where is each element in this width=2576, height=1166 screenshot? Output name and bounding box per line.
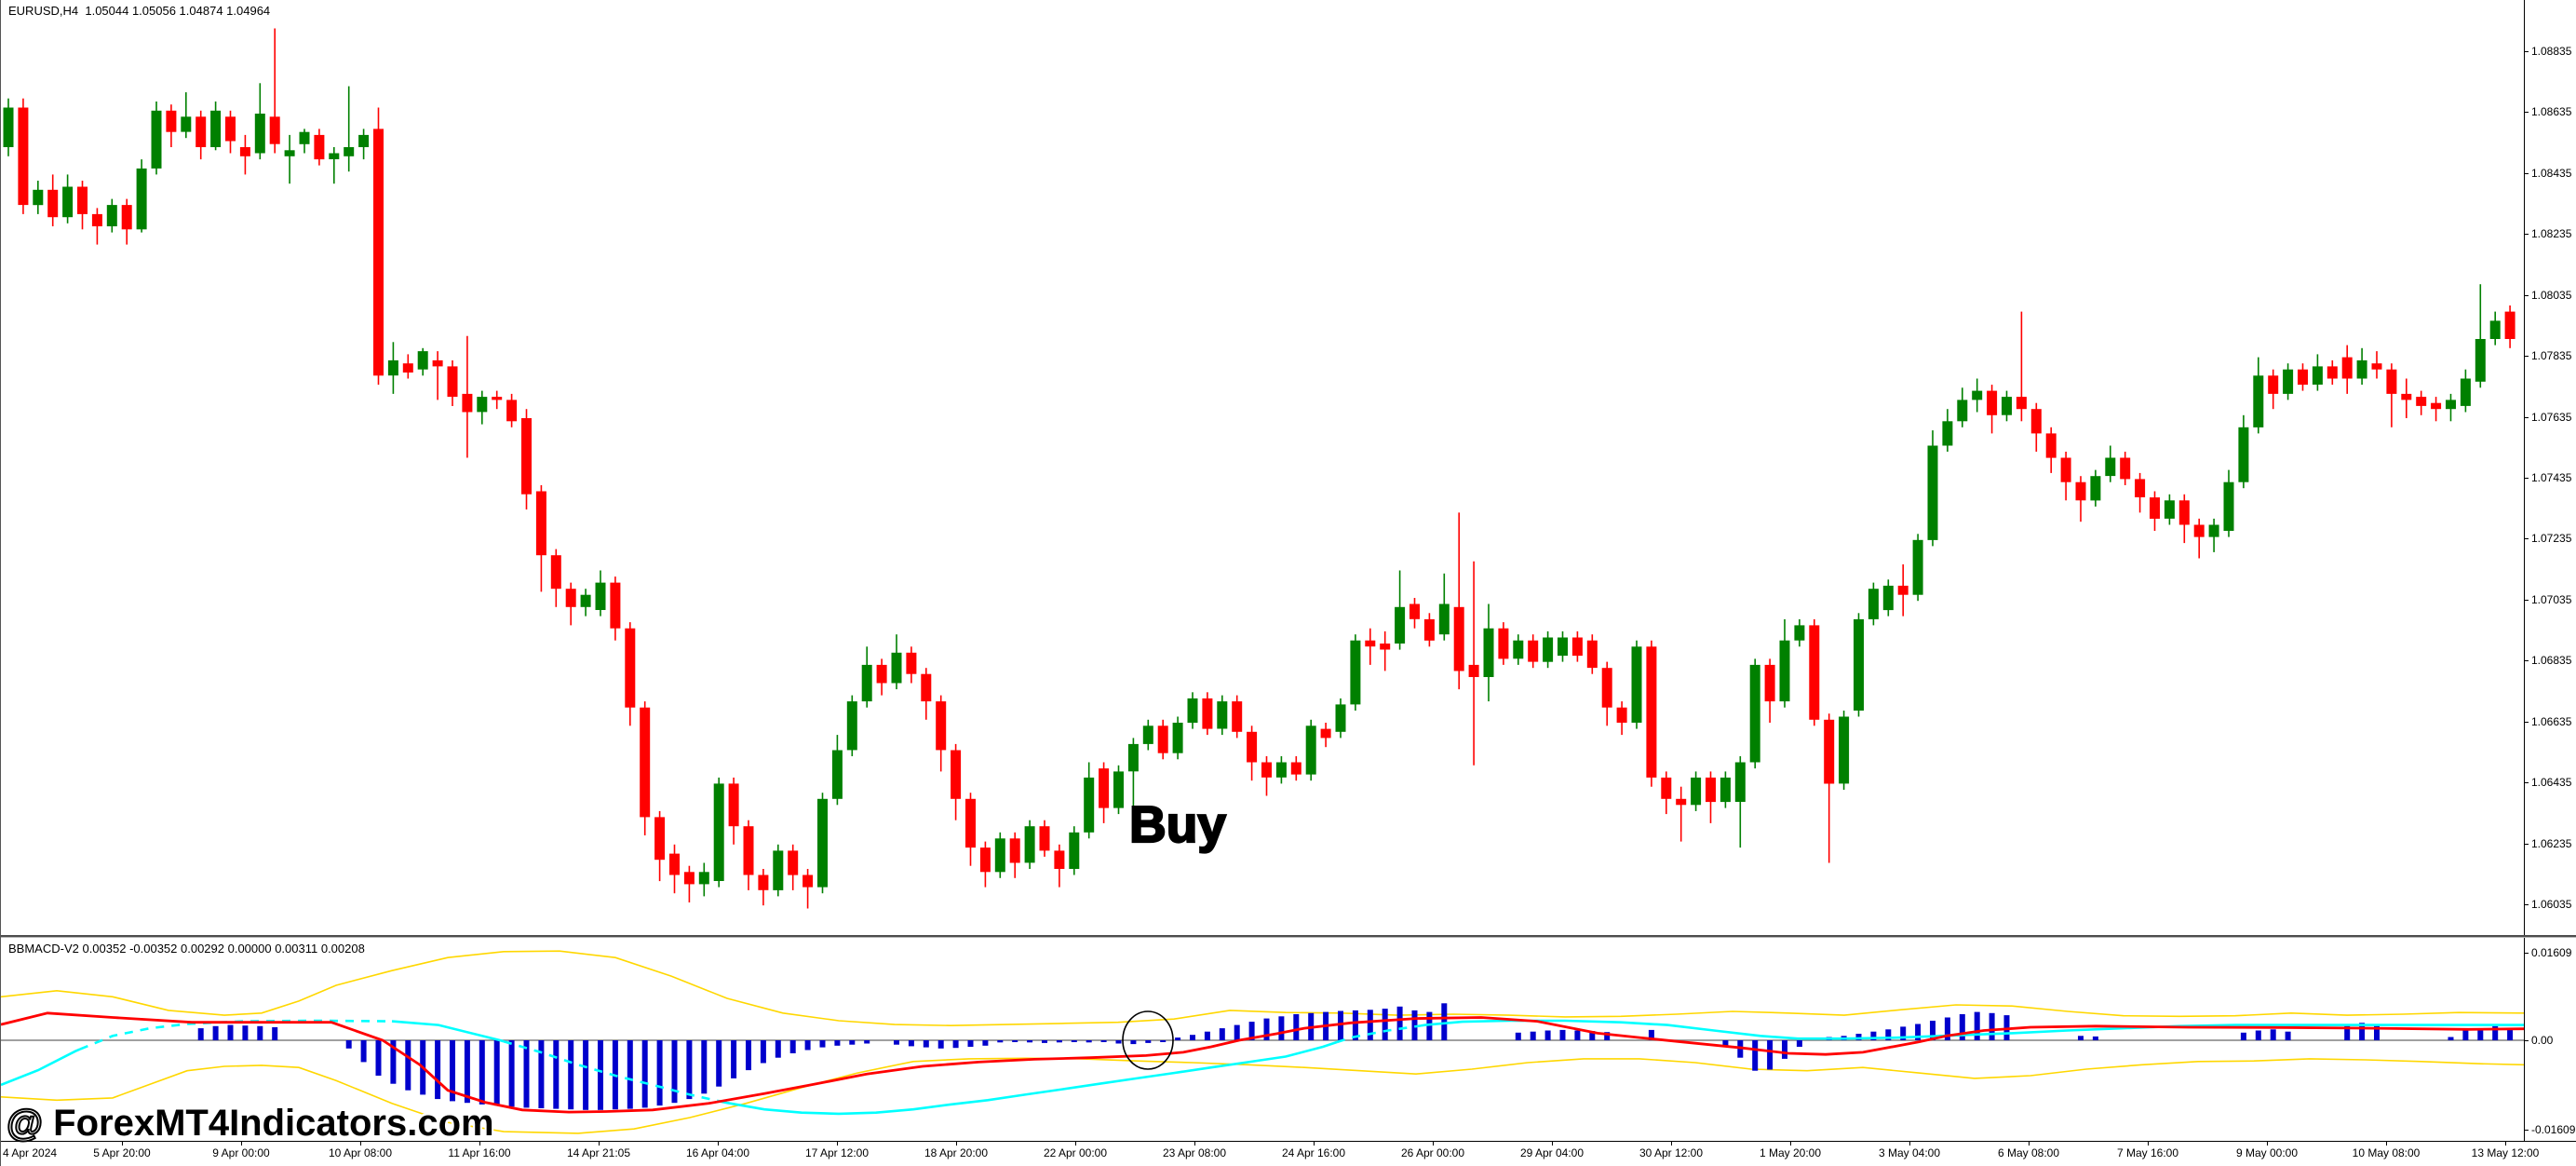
- price-axis-tick: [2524, 721, 2529, 723]
- price-axis-tick: [2524, 234, 2529, 236]
- time-axis-label: 9 Apr 00:00: [212, 1146, 270, 1159]
- price-axis-label: 1.08635: [2531, 105, 2572, 119]
- time-axis-label: 9 May 00:00: [2235, 1146, 2299, 1159]
- time-axis-tick: [2267, 1142, 2268, 1146]
- time-axis-label: 6 May 08:00: [1997, 1146, 2060, 1159]
- time-axis-tick: [360, 1142, 361, 1146]
- time-axis-tick: [1671, 1142, 1672, 1146]
- price-axis-label: 1.07235: [2531, 532, 2572, 546]
- time-axis-label: 23 Apr 08:00: [1162, 1146, 1227, 1159]
- time-axis-label: 7 May 16:00: [2116, 1146, 2179, 1159]
- time-axis-label: 30 Apr 12:00: [1639, 1146, 1704, 1159]
- price-axis-label: 1.07635: [2531, 410, 2572, 424]
- time-axis-line: [1, 1141, 2576, 1142]
- time-axis-tick: [1909, 1142, 1910, 1146]
- price-axis-tick: [2524, 843, 2529, 845]
- time-axis-tick: [599, 1142, 600, 1146]
- price-axis-label: 1.08235: [2531, 227, 2572, 241]
- price-axis-tick: [2524, 416, 2529, 418]
- panel-separator[interactable]: [1, 935, 2576, 938]
- time-axis-label: 1 May 20:00: [1759, 1146, 1822, 1159]
- time-axis-tick: [2029, 1142, 2030, 1146]
- time-axis-label: 24 Apr 16:00: [1281, 1146, 1346, 1159]
- price-axis-tick: [2524, 538, 2529, 540]
- price-axis-label: 1.08035: [2531, 288, 2572, 302]
- price-axis-tick: [2524, 660, 2529, 662]
- price-axis-tick: [2524, 172, 2529, 174]
- price-axis-label: 1.08435: [2531, 166, 2572, 180]
- time-axis-tick: [1433, 1142, 1434, 1146]
- price-axis-tick: [2524, 782, 2529, 784]
- time-axis-tick: [122, 1142, 123, 1146]
- time-axis-tick: [2148, 1142, 2149, 1146]
- time-axis-label: 4 Apr 2024: [3, 1146, 58, 1159]
- price-axis-tick: [2524, 112, 2529, 114]
- price-axis-tick: [2524, 356, 2529, 358]
- price-axis-label: 1.06835: [2531, 654, 2572, 668]
- time-axis-label: 5 Apr 20:00: [93, 1146, 151, 1159]
- price-axis-tick: [2524, 51, 2529, 52]
- axis-border-vertical: [2524, 0, 2525, 1141]
- time-axis-label: 14 Apr 21:05: [566, 1146, 631, 1159]
- indicator-axis-tick: [2524, 953, 2529, 954]
- time-axis-label: 13 May 12:00: [2471, 1146, 2540, 1159]
- time-axis-tick: [1790, 1142, 1791, 1146]
- price-axis-label: 1.06635: [2531, 714, 2572, 728]
- time-axis-label: 10 Apr 08:00: [328, 1146, 393, 1159]
- time-axis-label: 26 Apr 00:00: [1400, 1146, 1465, 1159]
- price-axis-tick: [2524, 294, 2529, 296]
- time-axis-tick: [2386, 1142, 2387, 1146]
- time-axis-label: 22 Apr 00:00: [1043, 1146, 1108, 1159]
- price-axis-label: 1.08835: [2531, 45, 2572, 58]
- time-axis-tick: [1552, 1142, 1553, 1146]
- watermark: @ ForexMT4Indicators.com: [6, 1103, 494, 1144]
- chart-title: EURUSD,H4 1.05044 1.05056 1.04874 1.0496…: [8, 4, 271, 18]
- time-axis-tick: [241, 1142, 242, 1146]
- time-axis-tick: [1314, 1142, 1315, 1146]
- time-axis-tick: [1194, 1142, 1195, 1146]
- price-axis-tick: [2524, 478, 2529, 479]
- time-axis-label: 16 Apr 04:00: [685, 1146, 750, 1159]
- time-axis-tick: [1075, 1142, 1076, 1146]
- price-axis-label: 1.06035: [2531, 898, 2572, 912]
- indicator-axis-tick: [2524, 1130, 2529, 1131]
- time-axis-label: 11 Apr 16:00: [448, 1146, 511, 1159]
- price-axis-label: 1.07035: [2531, 592, 2572, 606]
- indicator-axis-label: -0.01609: [2531, 1123, 2576, 1136]
- watermark-at-icon: @: [6, 1103, 44, 1144]
- indicator-title: BBMACD-V2 0.00352 -0.00352 0.00292 0.000…: [8, 942, 365, 956]
- price-axis-label: 1.07435: [2531, 471, 2572, 484]
- price-axis-tick: [2524, 599, 2529, 601]
- time-axis-tick: [479, 1142, 480, 1146]
- price-axis-label: 1.07835: [2531, 349, 2572, 363]
- price-axis-label: 1.06235: [2531, 836, 2572, 850]
- time-axis-label: 3 May 04:00: [1878, 1146, 1941, 1159]
- buy-annotation: Buy: [1128, 795, 1227, 853]
- time-axis-tick: [2505, 1142, 2506, 1146]
- indicator-axis-label: 0.01609: [2531, 946, 2572, 959]
- time-axis-tick: [718, 1142, 719, 1146]
- price-axis-label: 1.06435: [2531, 776, 2572, 790]
- time-axis-label: 29 Apr 04:00: [1519, 1146, 1585, 1159]
- time-axis-label: 10 May 08:00: [2352, 1146, 2421, 1159]
- watermark-domain: ForexMT4Indicators.com: [53, 1103, 494, 1144]
- indicator-axis-label: 0.00: [2531, 1034, 2554, 1047]
- time-axis-label: 17 Apr 12:00: [804, 1146, 870, 1159]
- indicator-axis-tick: [2524, 1040, 2529, 1041]
- time-axis-tick: [837, 1142, 838, 1146]
- time-axis-label: 18 Apr 20:00: [924, 1146, 989, 1159]
- time-axis-tick: [956, 1142, 957, 1146]
- price-axis-tick: [2524, 904, 2529, 906]
